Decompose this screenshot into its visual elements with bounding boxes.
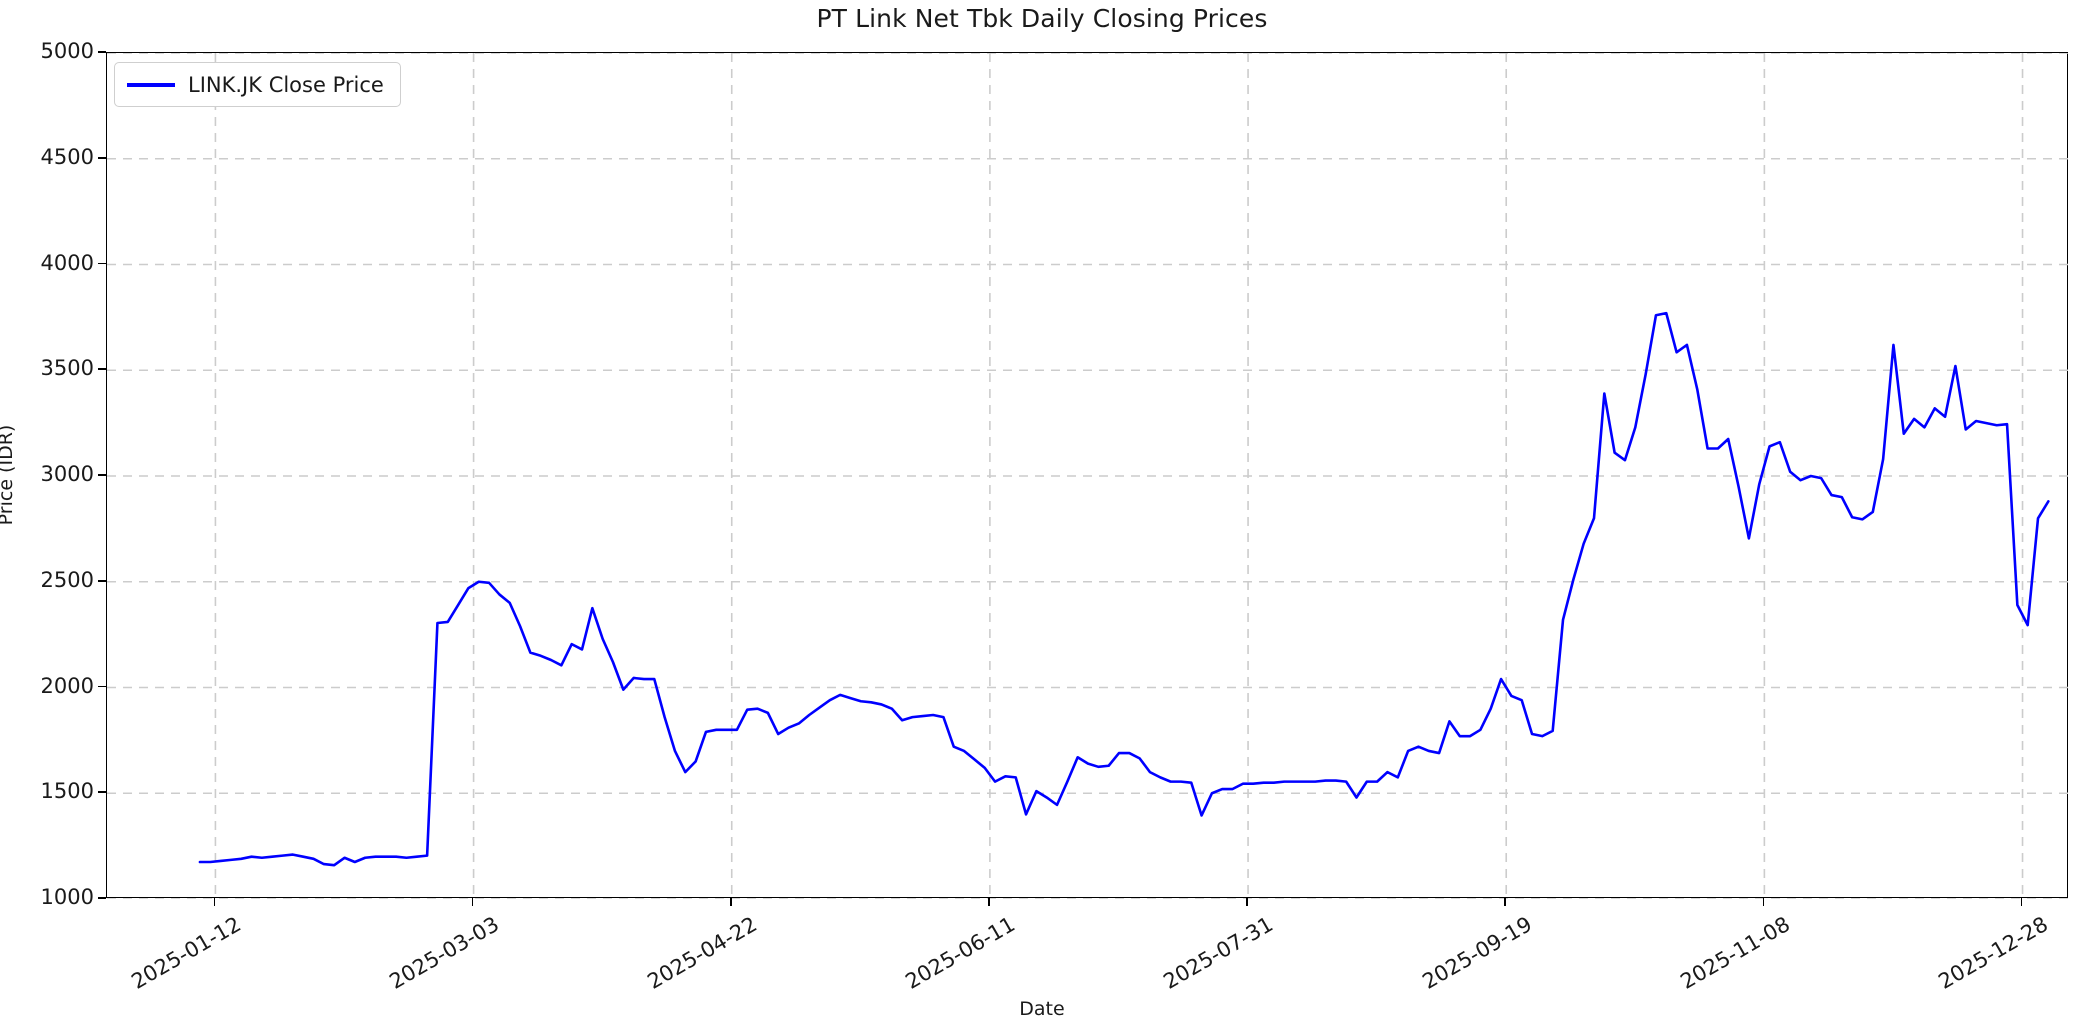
y-tick-mark xyxy=(98,368,106,371)
gridlines-vertical xyxy=(214,53,2024,899)
legend-line-swatch xyxy=(127,82,175,87)
y-tick-mark xyxy=(98,474,106,476)
chart-legend[interactable]: LINK.JK Close Price xyxy=(114,62,401,107)
y-tick-mark xyxy=(98,51,106,53)
y-tick-mark xyxy=(98,262,106,265)
x-tick-mark xyxy=(729,898,732,906)
x-tick-label: 2025-04-22 xyxy=(643,912,762,994)
y-tick-mark xyxy=(98,897,106,899)
y-tick-label: 5000 xyxy=(40,39,94,63)
x-tick-label: 2025-09-19 xyxy=(1417,912,1536,994)
x-tick-label: 2025-07-31 xyxy=(1159,912,1278,994)
plot-area xyxy=(106,52,2069,899)
y-tick-label: 1000 xyxy=(40,885,94,909)
x-tick-label: 2025-06-11 xyxy=(901,912,1020,994)
y-tick-label: 3000 xyxy=(40,462,94,486)
y-tick-label: 1500 xyxy=(40,779,94,804)
x-tick-mark xyxy=(2020,898,2023,906)
legend-label: LINK.JK Close Price xyxy=(188,72,384,97)
data-series-group xyxy=(198,311,2050,867)
x-tick-mark xyxy=(1246,898,1248,906)
series-line xyxy=(198,311,2050,867)
y-tick-label: 2500 xyxy=(40,567,94,592)
y-tick-label: 3500 xyxy=(40,356,94,381)
y-tick-label: 2000 xyxy=(40,673,94,698)
y-tick-label: 4000 xyxy=(40,250,94,275)
page-title: PT Link Net Tbk Daily Closing Prices xyxy=(816,4,1268,33)
y-axis-label: Price (IDR) xyxy=(0,424,17,526)
x-tick-mark xyxy=(1762,898,1765,906)
chart-svg xyxy=(107,53,2069,899)
x-tick-label: 2025-11-08 xyxy=(1676,912,1794,994)
y-tick-mark xyxy=(98,791,106,794)
gridlines-horizontal xyxy=(107,53,2069,899)
y-tick-mark xyxy=(98,156,106,159)
x-tick-mark xyxy=(471,898,474,906)
x-tick-label: 2025-01-12 xyxy=(127,912,245,994)
y-tick-mark xyxy=(98,685,106,688)
x-tick-mark xyxy=(1504,898,1506,906)
x-tick-label: 2025-03-03 xyxy=(385,912,503,994)
x-axis-label: Date xyxy=(1019,998,1065,1020)
y-tick-label: 4500 xyxy=(40,144,94,169)
x-tick-label: 2025-12-28 xyxy=(1934,912,2052,994)
x-tick-mark xyxy=(213,898,216,906)
y-tick-mark xyxy=(98,579,106,582)
x-tick-mark xyxy=(988,898,990,906)
